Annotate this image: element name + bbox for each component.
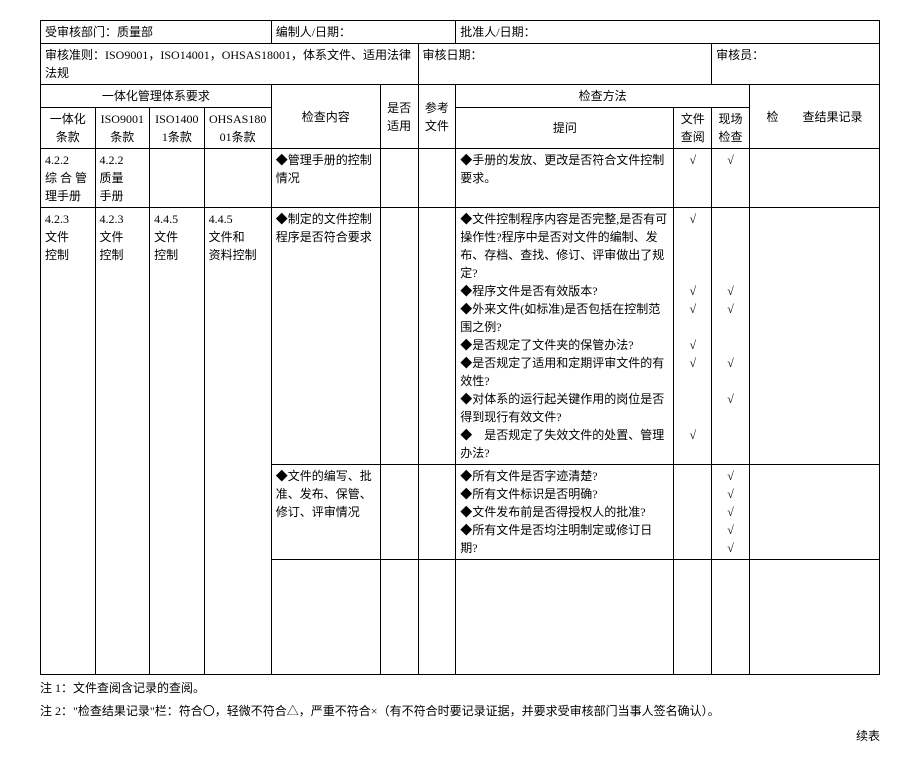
th-col8: 提问 bbox=[456, 108, 674, 149]
th-col7: 参考文件 bbox=[418, 85, 456, 149]
th-col5: 检查内容 bbox=[271, 85, 380, 149]
th-group1: 一体化管理体系要求 bbox=[41, 85, 272, 108]
audit-table: 受审核部门：质量部 编制人/日期： 批准人/日期： 审核准则：ISO9001，I… bbox=[40, 20, 880, 675]
cell-c8: ◆所有文件是否字迹清楚?◆所有文件标识是否明确?◆文件发布前是否得授权人的批准?… bbox=[456, 465, 674, 560]
header-row-1: 受审核部门：质量部 编制人/日期： 批准人/日期： bbox=[41, 21, 880, 44]
th-col9: 文件查阅 bbox=[674, 108, 712, 149]
cell-c10: √√√√√ bbox=[712, 465, 750, 560]
cell-c8: ◆文件控制程序内容是否完整,是否有可操作性?程序中是否对文件的编制、发布、存档、… bbox=[456, 208, 674, 465]
cell-c5: ◆制定的文件控制程序是否符合要求 bbox=[271, 208, 380, 465]
cell-c9 bbox=[674, 465, 712, 560]
cell-c1: 4.2.3文件控制 bbox=[41, 208, 96, 675]
cell-c11 bbox=[749, 149, 879, 208]
cell-c2: 4.2.3文件控制 bbox=[95, 208, 150, 675]
cell-c6 bbox=[380, 465, 418, 560]
criteria-label: 审核准则： bbox=[45, 48, 105, 62]
cell-empty bbox=[674, 560, 712, 675]
cell-c3 bbox=[150, 149, 205, 208]
thead-row-1: 一体化管理体系要求 检查内容 是否适用 参考文件 检查方法 检 查结果记录 bbox=[41, 85, 880, 108]
cell-c7 bbox=[418, 465, 456, 560]
cell-c1: 4.2.2综 合 管理手册 bbox=[41, 149, 96, 208]
cell-c6 bbox=[380, 208, 418, 465]
criteria-cell: 审核准则：ISO9001，ISO14001，OHSAS18001，体系文件、适用… bbox=[41, 44, 419, 85]
th-col2: ISO9001条款 bbox=[95, 108, 150, 149]
cell-empty bbox=[456, 560, 674, 675]
footnote-2: 注 2："检查结果记录"栏：符合〇，轻微不符合△，严重不符合×（有不符合时要记录… bbox=[40, 702, 880, 721]
cell-c10: √√√√ bbox=[712, 208, 750, 465]
th-group2: 检查方法 bbox=[456, 85, 750, 108]
dept-value: 质量部 bbox=[117, 25, 153, 39]
dept-cell: 受审核部门：质量部 bbox=[41, 21, 272, 44]
cell-c7 bbox=[418, 149, 456, 208]
th-col10: 现场检查 bbox=[712, 108, 750, 149]
table-row: 4.2.3文件控制 4.2.3文件控制 4.4.5文件控制 4.4.5文件和资料… bbox=[41, 208, 880, 465]
cell-empty bbox=[418, 560, 456, 675]
approver-cell: 批准人/日期： bbox=[456, 21, 880, 44]
th-col1: 一体化条款 bbox=[41, 108, 96, 149]
cell-c4 bbox=[204, 149, 271, 208]
th-col3: ISO14001条款 bbox=[150, 108, 205, 149]
table-row: 4.2.2综 合 管理手册 4.2.2质量手册 ◆管理手册的控制情况 ◆手册的发… bbox=[41, 149, 880, 208]
th-col6: 是否适用 bbox=[380, 85, 418, 149]
cell-c8: ◆手册的发放、更改是否符合文件控制要求。 bbox=[456, 149, 674, 208]
auditor-cell: 审核员： bbox=[712, 44, 880, 85]
cell-c4: 4.4.5文件和资料控制 bbox=[204, 208, 271, 675]
cell-empty bbox=[380, 560, 418, 675]
th-col11: 检 查结果记录 bbox=[749, 85, 879, 149]
cell-empty bbox=[749, 560, 879, 675]
cell-empty bbox=[712, 560, 750, 675]
audit-date-cell: 审核日期： bbox=[418, 44, 712, 85]
cell-c9: √ bbox=[674, 149, 712, 208]
preparer-cell: 编制人/日期： bbox=[271, 21, 456, 44]
cell-c9: √√√√√√ bbox=[674, 208, 712, 465]
cell-c5: ◆管理手册的控制情况 bbox=[271, 149, 380, 208]
dept-label: 受审核部门： bbox=[45, 25, 117, 39]
continued-label: 续表 bbox=[40, 727, 880, 744]
cell-c2: 4.2.2质量手册 bbox=[95, 149, 150, 208]
cell-c7 bbox=[418, 208, 456, 465]
footnote-1: 注 1：文件查阅含记录的查阅。 bbox=[40, 679, 880, 698]
cell-c3: 4.4.5文件控制 bbox=[150, 208, 205, 675]
th-col4: OHSAS18001条款 bbox=[204, 108, 271, 149]
cell-c11 bbox=[749, 465, 879, 560]
cell-c5: ◆文件的编写、批准、发布、保管、修订、评审情况 bbox=[271, 465, 380, 560]
cell-c10: √ bbox=[712, 149, 750, 208]
cell-c6 bbox=[380, 149, 418, 208]
cell-c11 bbox=[749, 208, 879, 465]
cell-empty bbox=[271, 560, 380, 675]
header-row-2: 审核准则：ISO9001，ISO14001，OHSAS18001，体系文件、适用… bbox=[41, 44, 880, 85]
